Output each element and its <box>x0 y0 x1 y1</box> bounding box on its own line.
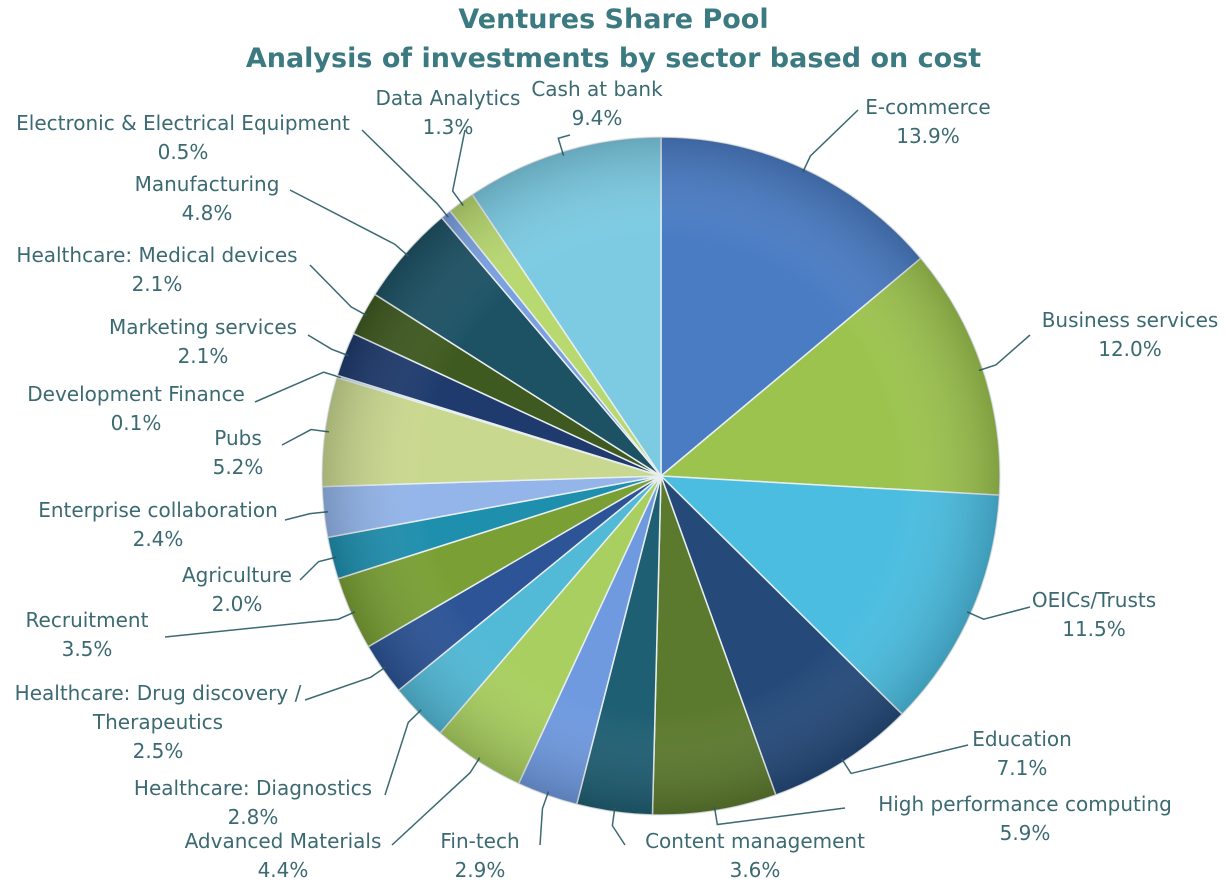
slice-label-name: Advanced Materials <box>184 829 382 853</box>
slice-label-name: Education <box>972 727 1072 751</box>
leader-line <box>304 666 387 701</box>
slice-label-value: 4.8% <box>181 201 233 225</box>
slice-label-value: 9.4% <box>571 106 623 130</box>
slice-label-name: E-commerce <box>865 95 991 119</box>
slice-label: Advanced Materials 4.4% <box>185 827 382 884</box>
slice-label-name: Pubs <box>214 426 262 450</box>
slice-label: Healthcare: Drug discovery / Therapeutic… <box>8 679 308 766</box>
slice-label-value: 0.1% <box>110 411 162 435</box>
slice-label: Manufacturing 4.8% <box>135 170 280 228</box>
slice-label-name: Development Finance <box>27 382 245 406</box>
leader-line <box>361 129 449 218</box>
slice-label: Data Analytics 1.3% <box>376 84 521 142</box>
leader-line <box>802 109 859 173</box>
leader-line <box>966 606 1031 621</box>
slice-label: Business services 12.0% <box>1042 306 1219 364</box>
slice-label-value: 2.5% <box>132 739 184 763</box>
leader-line <box>978 334 1031 372</box>
slice-label: Fin-tech 2.9% <box>440 827 519 884</box>
slice-label: Marketing services 2.1% <box>109 313 297 371</box>
slice-label: Pubs 5.2% <box>213 424 264 482</box>
slice-label-value: 13.9% <box>896 124 960 148</box>
leader-line <box>284 510 328 521</box>
slice-label-value: 5.2% <box>212 455 264 479</box>
leader-line <box>299 556 337 581</box>
slice-label-value: 4.4% <box>257 858 309 882</box>
slice-label-value: 0.5% <box>157 140 209 164</box>
leader-line <box>289 189 409 257</box>
slice-label-value: 7.1% <box>996 756 1048 780</box>
chart-title: Ventures Share Pool <box>458 4 769 35</box>
slice-label: Healthcare: Medical devices 2.1% <box>16 241 297 299</box>
slice-label-name: Recruitment <box>25 608 149 632</box>
slice-label: Enterprise collaboration 2.4% <box>38 496 278 554</box>
slice-label-name: Content management <box>645 829 865 853</box>
slice-label-name: Agriculture <box>182 563 292 587</box>
slice-label-name: OEICs/Trusts <box>1031 588 1157 612</box>
leader-line <box>254 371 342 403</box>
slice-label-name: High performance computing <box>878 792 1172 816</box>
slice-label: Agriculture 2.0% <box>182 561 292 619</box>
slice-label-name: Business services <box>1041 308 1219 332</box>
slice-label-value: 2.0% <box>211 592 263 616</box>
leader-line <box>307 334 349 357</box>
slice-label-name: Marketing services <box>108 315 298 339</box>
slice-label: Content management 3.6% <box>645 827 865 884</box>
slice-label: OEICs/Trusts 11.5% <box>1032 586 1156 644</box>
slice-label-name: Healthcare: Medical devices <box>16 243 298 267</box>
slice-label-value: 2.1% <box>177 344 229 368</box>
slice-label: High performance computing 5.9% <box>878 790 1172 848</box>
leader-line <box>384 709 422 796</box>
slice-label: Education 7.1% <box>972 725 1072 783</box>
slice-label: Recruitment 3.5% <box>26 606 149 664</box>
chart-subtitle: Analysis of investments by sector based … <box>245 43 982 74</box>
slice-label: Healthcare: Diagnostics 2.8% <box>134 774 372 832</box>
leader-line <box>539 791 550 846</box>
leader-line <box>281 428 330 446</box>
slice-label-name: Healthcare: Drug discovery / Therapeutic… <box>14 681 302 734</box>
slice-label-value: 3.6% <box>729 858 781 882</box>
slice-label-value: 2.9% <box>454 858 506 882</box>
slice-label-value: 2.8% <box>227 805 279 829</box>
leader-line <box>309 264 368 317</box>
slice-label: Cash at bank 9.4% <box>531 75 662 133</box>
slice-label: Electronic & Electrical Equipment 0.5% <box>16 109 350 167</box>
slice-label-name: Healthcare: Diagnostics <box>133 776 373 800</box>
slice-label-value: 3.5% <box>61 637 113 661</box>
leader-line <box>713 806 846 826</box>
slice-label: Development Finance 0.1% <box>27 380 245 438</box>
slice-label-name: Fin-tech <box>440 829 520 853</box>
slice-label: E-commerce 13.9% <box>865 93 990 151</box>
slice-label-value: 5.9% <box>999 821 1051 845</box>
slice-label-value: 12.0% <box>1098 337 1162 361</box>
slice-label-value: 2.4% <box>132 527 184 551</box>
slice-label-name: Cash at bank <box>531 77 663 101</box>
slice-label-name: Manufacturing <box>134 172 280 196</box>
slice-label-value: 1.3% <box>422 115 474 139</box>
slice-label-name: Data Analytics <box>375 86 521 110</box>
slice-label-name: Enterprise collaboration <box>38 498 278 522</box>
slice-label-name: Electronic & Electrical Equipment <box>16 111 350 135</box>
slice-label-value: 11.5% <box>1062 617 1126 641</box>
slice-label-value: 2.1% <box>131 272 183 296</box>
